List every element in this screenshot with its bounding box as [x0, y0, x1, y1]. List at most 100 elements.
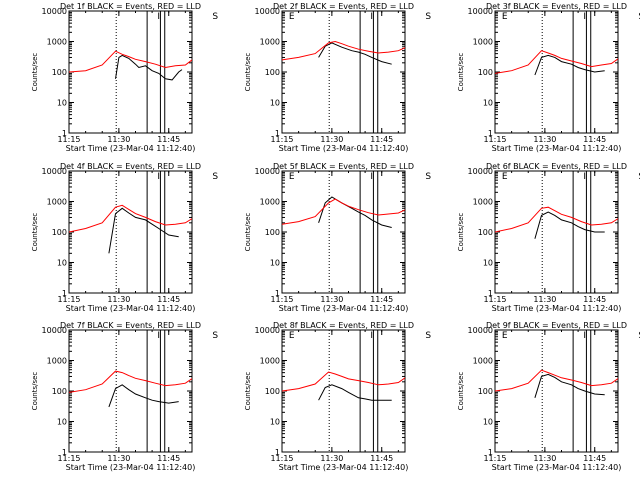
- y-tick-label: 10: [483, 99, 493, 108]
- events-series-line: [534, 373, 605, 398]
- plot-title: Det 1f BLACK = Events, RED = LLD: [60, 2, 201, 11]
- top-marker-label: I: [157, 12, 160, 22]
- y-tick-label: 1000: [260, 357, 280, 366]
- panel-det-2: Det 2f BLACK = Events, RED = LLD 1 10 100 10…: [244, 2, 508, 153]
- top-marker-label: E: [502, 331, 508, 341]
- panel-det-5: Det 5f BLACK = Events, RED = LLD 1 10 100 10…: [244, 162, 508, 313]
- plot-title: Det 5f BLACK = Events, RED = LLD: [273, 162, 414, 171]
- y-tick-label: 10: [57, 418, 67, 427]
- x-tick-label: 11:45: [157, 454, 180, 463]
- y-tick-label: 10000: [255, 326, 280, 335]
- x-tick-label: 11:15: [483, 454, 506, 463]
- x-axis-label: Start Time (23-Mar-04 11:12:40): [66, 144, 196, 153]
- events-series-line: [108, 384, 179, 408]
- plot-frame: [281, 10, 406, 134]
- y-tick-label: 10000: [42, 167, 67, 176]
- lld-series-line: [282, 371, 405, 392]
- panel-det-1: Det 1f BLACK = Events, RED = LLD 1 10 100 10…: [31, 2, 295, 153]
- top-marker-label: S: [212, 172, 218, 182]
- plot-area: [282, 330, 405, 452]
- plot-frame: [281, 329, 406, 453]
- y-tick-label: 10: [483, 418, 493, 427]
- top-marker-label: S: [638, 12, 640, 22]
- x-axis-label: Start Time (23-Mar-04 11:12:40): [66, 304, 196, 313]
- panel-det-7: Det 7f BLACK = Events, RED = LLD 1 10 100 10…: [31, 321, 295, 472]
- x-tick-label: 11:45: [157, 295, 180, 304]
- events-series-line: [318, 196, 392, 228]
- y-tick-label: 1000: [47, 198, 67, 207]
- lld-series-line: [69, 204, 192, 233]
- y-tick-label: 1000: [473, 357, 493, 366]
- y-tick-label: 100: [478, 68, 493, 77]
- lld-series-line: [495, 369, 618, 392]
- plot-frame: [68, 170, 193, 294]
- events-series-line: [534, 211, 605, 239]
- y-tick-label: 100: [265, 68, 280, 77]
- top-marker-label: E: [289, 331, 295, 341]
- x-tick-label: 11:15: [483, 295, 506, 304]
- panel-det-9: Det 9f BLACK = Events, RED = LLD 1 10 100 10…: [457, 321, 640, 472]
- top-marker-label: I: [370, 331, 373, 341]
- y-tick-label: 10000: [255, 167, 280, 176]
- y-tick-label: 1000: [473, 38, 493, 47]
- y-tick-label: 100: [52, 387, 67, 396]
- x-tick-label: 11:30: [107, 295, 130, 304]
- lld-series-line: [69, 370, 192, 393]
- plot-area: [69, 330, 192, 452]
- y-axis-label: Counts/sec: [31, 213, 39, 252]
- panel-det-8: Det 8f BLACK = Events, RED = LLD 1 10 100 10…: [244, 321, 508, 472]
- top-marker-label: S: [212, 12, 218, 22]
- y-tick-label: 10: [270, 259, 280, 268]
- y-tick-label: 1: [488, 448, 493, 457]
- y-tick-label: 1: [488, 129, 493, 138]
- x-tick-label: 11:30: [533, 454, 556, 463]
- y-tick-label: 10: [270, 99, 280, 108]
- events-series-line: [318, 384, 392, 401]
- y-tick-label: 10000: [468, 7, 493, 16]
- x-axis-label: Start Time (23-Mar-04 11:12:40): [279, 463, 409, 472]
- x-tick-label: 11:30: [320, 135, 343, 144]
- x-tick-label: 11:15: [270, 135, 293, 144]
- y-tick-label: 1: [62, 448, 67, 457]
- y-tick-label: 100: [478, 228, 493, 237]
- plot-title: Det 6f BLACK = Events, RED = LLD: [486, 162, 627, 171]
- plot-area: [69, 171, 192, 293]
- top-marker-label: E: [502, 12, 508, 22]
- top-marker-label: I: [157, 172, 160, 182]
- x-tick-label: 11:45: [583, 135, 606, 144]
- top-marker-label: S: [425, 331, 431, 341]
- events-series-line: [115, 54, 183, 81]
- x-axis-label: Start Time (23-Mar-04 11:12:40): [279, 304, 409, 313]
- y-tick-label: 100: [478, 387, 493, 396]
- plot-frame: [68, 10, 193, 134]
- x-tick-label: 11:15: [57, 454, 80, 463]
- plot-frame: [281, 170, 406, 294]
- x-tick-label: 11:30: [533, 135, 556, 144]
- x-tick-label: 11:15: [270, 295, 293, 304]
- y-tick-label: 1000: [473, 198, 493, 207]
- y-tick-label: 10000: [42, 326, 67, 335]
- y-tick-label: 1000: [260, 198, 280, 207]
- y-axis-label: Counts/sec: [244, 213, 252, 252]
- panel-det-6: Det 6f BLACK = Events, RED = LLD 1 10 100 10…: [457, 162, 640, 313]
- x-tick-label: 11:45: [370, 454, 393, 463]
- y-axis-label: Counts/sec: [31, 372, 39, 411]
- x-axis-label: Start Time (23-Mar-04 11:12:40): [66, 463, 196, 472]
- y-tick-label: 1: [275, 289, 280, 298]
- top-marker-label: I: [583, 172, 586, 182]
- plot-area: [495, 330, 618, 452]
- top-marker-label: S: [638, 331, 640, 341]
- y-axis-label: Counts/sec: [31, 53, 39, 92]
- x-tick-label: 11:30: [320, 295, 343, 304]
- plot-title: Det 9f BLACK = Events, RED = LLD: [486, 321, 627, 330]
- plot-frame: [494, 10, 619, 134]
- y-tick-label: 10: [57, 99, 67, 108]
- x-tick-label: 11:30: [320, 454, 343, 463]
- y-tick-label: 1000: [260, 38, 280, 47]
- plot-title: Det 8f BLACK = Events, RED = LLD: [273, 321, 414, 330]
- y-tick-label: 10: [270, 418, 280, 427]
- y-tick-label: 1000: [47, 38, 67, 47]
- top-marker-label: S: [425, 12, 431, 22]
- plot-title: Det 4f BLACK = Events, RED = LLD: [60, 162, 201, 171]
